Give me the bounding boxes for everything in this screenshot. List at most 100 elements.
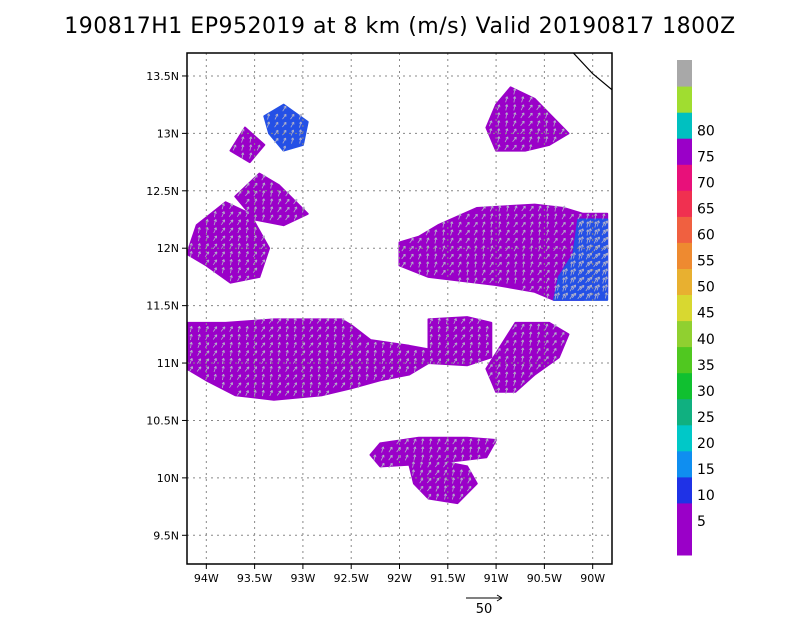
wind-vector	[316, 334, 322, 340]
wind-vector	[269, 342, 273, 348]
wind-vector	[477, 326, 481, 333]
wind-vector	[488, 372, 493, 378]
wind-vector	[578, 253, 582, 260]
wind-vector	[276, 318, 282, 324]
wind-vector	[554, 205, 558, 212]
wind-vector	[229, 333, 233, 341]
wind-vector	[324, 390, 330, 396]
wind-vector	[596, 292, 600, 299]
colorbar-label: 55	[697, 254, 715, 270]
wind-vector	[237, 357, 241, 365]
wind-vector	[437, 341, 441, 349]
wind-vector	[229, 373, 233, 381]
wind-vector	[553, 245, 558, 252]
wind-vector	[229, 203, 233, 210]
wind-vector	[269, 357, 273, 365]
wind-vector	[577, 213, 582, 220]
colorbar-label: 5	[697, 514, 706, 530]
wind-vector	[229, 259, 233, 266]
wind-vector	[474, 253, 478, 260]
wind-vector	[237, 259, 241, 266]
wind-vector	[241, 144, 245, 151]
wind-vector	[284, 390, 290, 396]
wind-vector	[513, 221, 518, 228]
wind-vector	[269, 365, 273, 373]
wind-vector	[221, 373, 225, 381]
wind-vector	[277, 341, 281, 349]
wind-vector	[317, 381, 321, 389]
wind-vector	[285, 341, 289, 349]
wind-vector	[381, 357, 385, 365]
wind-vector	[587, 260, 593, 267]
wind-vector	[457, 253, 462, 260]
wind-vector	[604, 220, 608, 227]
x-tick-label: 93W	[290, 572, 315, 585]
wind-vector	[333, 349, 337, 357]
wind-vector	[521, 221, 526, 228]
wind-vector	[277, 349, 281, 357]
wind-vector	[552, 340, 557, 346]
wind-vector	[485, 325, 489, 333]
wind-vector	[228, 211, 234, 217]
wind-vector	[482, 261, 486, 268]
wind-vector	[433, 269, 438, 276]
wind-vector	[505, 120, 509, 127]
wind-vector	[457, 245, 462, 252]
wind-vector	[460, 318, 466, 324]
wind-vector	[529, 323, 533, 330]
wind-vector	[220, 227, 226, 233]
wind-vector	[253, 366, 257, 372]
wind-vector	[604, 292, 608, 299]
wind-vector	[578, 229, 582, 236]
wind-vector	[253, 174, 258, 181]
wind-vector	[427, 461, 432, 468]
wind-vector	[530, 245, 534, 252]
wind-vector	[554, 285, 558, 292]
wind-vector	[261, 214, 266, 221]
wind-vector	[221, 349, 225, 357]
wind-vector	[561, 253, 566, 260]
wind-vector	[418, 261, 422, 268]
wind-vector	[506, 269, 510, 276]
wind-vector	[270, 198, 274, 205]
wind-vector	[380, 454, 385, 461]
wind-vector	[404, 454, 409, 461]
wind-vector	[585, 253, 590, 260]
wind-vector	[587, 276, 593, 283]
wind-vector	[274, 113, 279, 120]
wind-vector	[325, 326, 329, 332]
wind-vector	[189, 325, 193, 333]
colorbar-label: 30	[697, 384, 715, 400]
wind-vector	[469, 326, 473, 332]
wind-vector	[528, 355, 533, 362]
wind-vector	[268, 334, 274, 340]
wind-vector	[481, 277, 486, 284]
wind-vector	[308, 334, 314, 340]
wind-vector	[434, 245, 438, 252]
wind-vector	[261, 182, 266, 189]
wind-vector	[601, 229, 606, 236]
wind-vector	[357, 358, 361, 364]
wind-vector	[505, 363, 509, 370]
wind-vector	[466, 261, 470, 268]
wind-vector	[365, 357, 369, 365]
wind-vector	[477, 438, 481, 445]
wind-vector	[505, 387, 509, 394]
wind-vector	[285, 333, 289, 341]
wind-vector	[602, 213, 606, 220]
wind-vector	[529, 331, 533, 338]
wind-vector	[356, 342, 362, 348]
wind-vector	[467, 469, 472, 476]
wind-vector	[528, 104, 533, 111]
wind-vector	[588, 292, 592, 299]
wind-vector	[465, 229, 470, 236]
wind-vector	[537, 205, 542, 212]
wind-vector	[411, 461, 415, 468]
wind-vector	[268, 326, 274, 332]
wind-vector	[290, 137, 295, 144]
wind-vector	[245, 219, 249, 226]
wind-vector	[529, 269, 534, 276]
wind-vector	[546, 285, 550, 292]
wind-vector	[545, 237, 550, 244]
wind-vector	[417, 245, 422, 252]
